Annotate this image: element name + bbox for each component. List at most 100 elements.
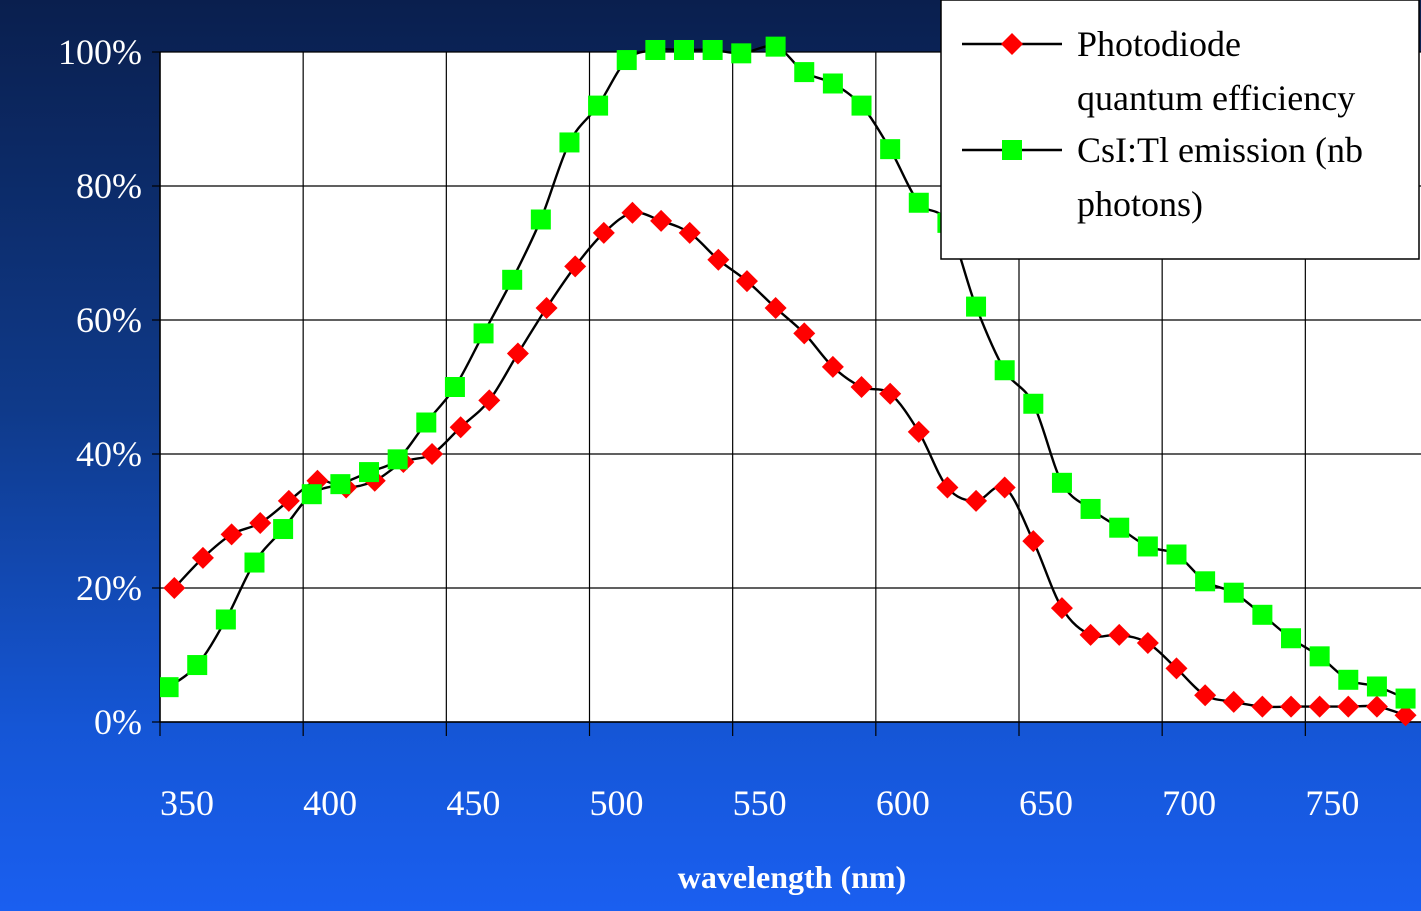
data-point-diamond [1022, 530, 1045, 553]
data-point-square [765, 36, 786, 57]
x-tick-label: 350 [160, 783, 214, 823]
data-point-diamond [707, 248, 730, 271]
data-point-diamond [650, 209, 673, 232]
data-point-diamond [506, 342, 529, 365]
y-tick-label: 100% [58, 32, 142, 72]
data-point-square [702, 39, 723, 60]
data-point-diamond [535, 296, 558, 319]
data-point-square [588, 95, 609, 116]
data-point-square [187, 655, 208, 676]
x-tick-label: 750 [1305, 783, 1359, 823]
data-point-square [1051, 472, 1072, 493]
data-point-diamond [1251, 695, 1274, 718]
data-point-diamond [421, 443, 444, 465]
data-point-diamond [220, 523, 243, 546]
data-point-diamond [1108, 623, 1131, 646]
y-tick-label: 80% [76, 166, 142, 206]
data-point-diamond [993, 476, 1016, 499]
x-tick-label: 700 [1162, 783, 1216, 823]
data-point-square [215, 609, 236, 630]
data-point-square [244, 552, 265, 573]
data-point-square [359, 462, 380, 483]
data-point-square [530, 209, 551, 230]
data-point-square [330, 474, 351, 495]
data-point-diamond [821, 355, 844, 378]
data-point-diamond [191, 546, 214, 569]
legend-marker-diamond [1001, 33, 1023, 55]
data-point-square [1195, 571, 1216, 592]
data-point-diamond [1222, 690, 1245, 713]
data-point-diamond [1308, 695, 1331, 718]
data-point-diamond [592, 221, 615, 244]
data-point-square [1166, 544, 1187, 565]
data-point-square [1281, 628, 1302, 649]
data-point-diamond [1280, 695, 1303, 718]
data-point-diamond [1194, 684, 1217, 707]
data-point-square [1223, 582, 1244, 603]
data-point-diamond [793, 322, 816, 345]
data-point-diamond [965, 489, 988, 512]
tick-labels: 0% 20% 40% 60% 80% 100% 350 400 450 500 550 600 650 7… [58, 32, 1359, 823]
x-tick-label: 500 [590, 783, 644, 823]
data-point-diamond [564, 255, 587, 278]
legend-marker-square [1002, 140, 1022, 160]
data-point-diamond [621, 201, 644, 224]
x-tick-label: 450 [446, 783, 500, 823]
data-point-square [1023, 393, 1044, 414]
data-point-square [994, 360, 1015, 381]
data-point-diamond [678, 221, 701, 244]
data-point-square [387, 449, 408, 470]
data-point-diamond [735, 270, 758, 293]
data-point-square [416, 412, 437, 433]
legend-label: photons) [1077, 184, 1203, 224]
data-point-diamond [163, 577, 186, 599]
data-point-diamond [449, 416, 472, 439]
data-point-diamond [1165, 657, 1188, 680]
data-point-square [822, 73, 843, 94]
data-point-square [473, 323, 494, 344]
x-tick-label: 550 [733, 783, 787, 823]
data-point-diamond [249, 512, 272, 535]
data-point-diamond [1337, 695, 1360, 718]
data-point-square [645, 39, 666, 60]
data-point-square [616, 50, 637, 71]
data-point-square [673, 39, 694, 60]
data-point-square [502, 269, 523, 290]
data-point-diamond [1079, 623, 1102, 646]
data-point-diamond [907, 420, 930, 443]
gridlines [159, 51, 1421, 723]
x-axis-title: wavelength (nm) [678, 859, 906, 895]
data-point-diamond [1394, 704, 1417, 727]
y-tick-label: 20% [76, 568, 142, 608]
data-point-square [794, 62, 815, 83]
data-point-square [1338, 669, 1359, 690]
data-point-diamond [1365, 695, 1388, 718]
data-point-square [160, 677, 179, 698]
data-point-square [301, 484, 322, 505]
x-tick-label: 600 [876, 783, 930, 823]
legend: Photodiode quantum efficiency CsI:Tl emiss… [940, 0, 1420, 260]
data-point-square [908, 192, 929, 213]
data-point-square [1137, 536, 1158, 557]
data-point-square [1080, 498, 1101, 519]
series-csi-tl-emission [160, 36, 1416, 709]
data-point-square [273, 519, 294, 540]
data-point-diamond [277, 489, 300, 512]
data-point-square [1252, 604, 1273, 625]
data-point-square [731, 43, 752, 64]
y-tick-label: 40% [76, 434, 142, 474]
series-layer [160, 36, 1417, 727]
data-point-diamond [478, 389, 501, 412]
legend-label: quantum efficiency [1077, 78, 1355, 118]
data-point-diamond [879, 382, 902, 405]
data-point-square [1395, 688, 1416, 709]
data-point-square [1109, 517, 1130, 538]
data-point-square [1366, 676, 1387, 697]
legend-label: CsI:Tl emission (nb [1077, 130, 1363, 170]
data-point-square [851, 95, 872, 116]
data-point-diamond [936, 476, 959, 499]
axes [152, 51, 1421, 736]
data-point-square [880, 139, 901, 160]
x-tick-label: 650 [1019, 783, 1073, 823]
